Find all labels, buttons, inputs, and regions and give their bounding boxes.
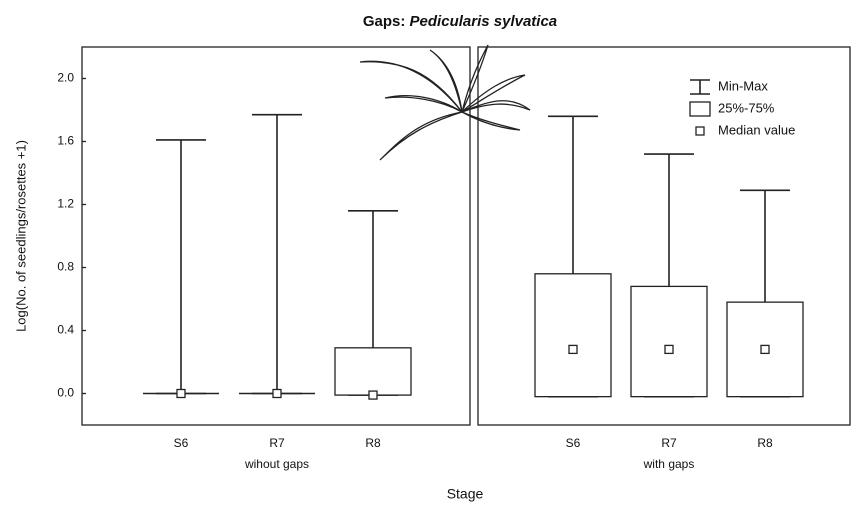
- y-tick-label: 0.0: [57, 386, 74, 400]
- median: [568, 344, 578, 355]
- chart-title: Gaps: Pedicularis sylvatica: [363, 13, 557, 30]
- group-label: wihout gaps: [244, 457, 309, 471]
- panel-frame: [81, 46, 471, 426]
- y-tick-label: 0.4: [57, 323, 74, 337]
- group-label: with gaps: [643, 457, 695, 471]
- legend-icon-box: [689, 101, 711, 117]
- title-species: Pedicularis sylvatica: [410, 13, 558, 30]
- panel-frame: [477, 46, 851, 426]
- median: [176, 388, 186, 399]
- legend-label: Min-Max: [718, 78, 768, 93]
- x-tick-label: R8: [365, 436, 381, 450]
- median: [760, 344, 770, 355]
- y-tick-label: 1.6: [57, 134, 74, 148]
- x-tick-label: R7: [661, 436, 677, 450]
- box: [534, 273, 612, 398]
- y-tick-label: 2.0: [57, 71, 74, 85]
- x-tick-label: R8: [757, 436, 773, 450]
- legend-label: Median value: [718, 122, 795, 137]
- x-tick-label: S6: [566, 436, 581, 450]
- median: [272, 388, 282, 399]
- legend-icon-median: [695, 126, 705, 136]
- y-axis-label: Log(No. of seedlings/rosettes +1): [13, 140, 28, 332]
- median: [368, 390, 378, 400]
- x-tick-label: R7: [269, 436, 285, 450]
- y-tick-label: 1.2: [57, 197, 74, 211]
- x-axis-label: Stage: [447, 486, 484, 502]
- box: [630, 285, 708, 398]
- legend-label: 25%-75%: [718, 100, 775, 115]
- title-prefix: Gaps:: [363, 13, 406, 30]
- median: [664, 344, 674, 355]
- y-tick-label: 0.8: [57, 260, 74, 274]
- box: [334, 347, 412, 396]
- x-tick-label: S6: [174, 436, 189, 450]
- plant-illustration: [359, 44, 531, 161]
